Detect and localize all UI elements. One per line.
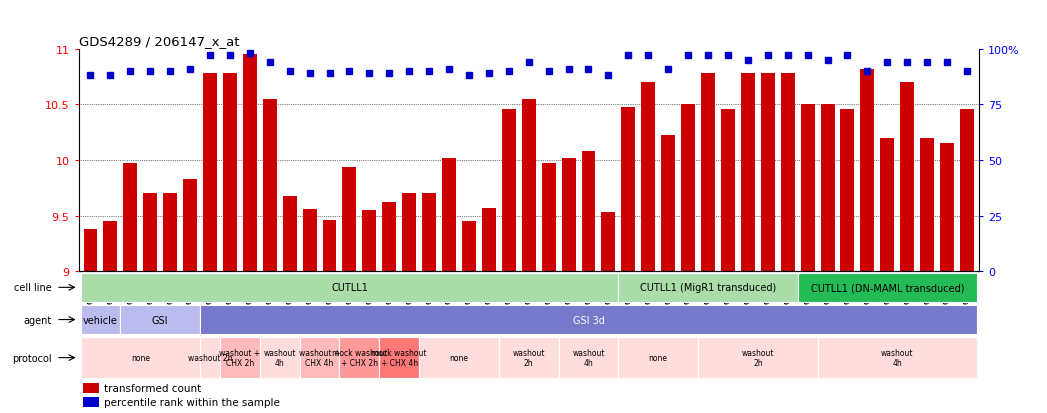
Bar	[342, 167, 356, 272]
Bar	[482, 208, 496, 272]
Text: washout +
CHX 2h: washout + CHX 2h	[219, 348, 261, 368]
Text: none: none	[131, 353, 150, 362]
Text: washout
4h: washout 4h	[264, 348, 296, 368]
Bar	[163, 194, 177, 272]
Text: CUTLL1 (MigR1 transduced): CUTLL1 (MigR1 transduced)	[640, 282, 776, 293]
Text: washout
4h: washout 4h	[881, 348, 914, 368]
Bar	[801, 105, 815, 272]
Text: GSI: GSI	[152, 315, 169, 325]
Text: CUTLL1 (DN-MAML transduced): CUTLL1 (DN-MAML transduced)	[810, 282, 964, 293]
Text: mock washout
+ CHX 2h: mock washout + CHX 2h	[332, 348, 387, 368]
Text: washout +
CHX 4h: washout + CHX 4h	[299, 348, 340, 368]
Bar	[721, 109, 735, 272]
Bar	[81, 273, 619, 302]
Bar	[761, 74, 775, 272]
Bar	[120, 305, 200, 334]
Text: protocol: protocol	[12, 353, 51, 363]
Text: mock washout
+ CHX 4h: mock washout + CHX 4h	[372, 348, 427, 368]
Text: GSI 3d: GSI 3d	[573, 315, 604, 325]
Bar	[682, 105, 695, 272]
Text: percentile rank within the sample: percentile rank within the sample	[104, 397, 280, 408]
Bar	[818, 337, 977, 378]
Bar	[662, 136, 675, 272]
Bar	[561, 158, 576, 272]
Bar	[619, 337, 698, 378]
Bar	[322, 221, 336, 272]
Bar	[260, 337, 299, 378]
Bar	[263, 100, 276, 272]
Bar	[183, 179, 197, 272]
Bar	[220, 337, 260, 378]
Bar	[382, 203, 396, 272]
Text: none: none	[449, 353, 468, 362]
Text: cell line: cell line	[14, 282, 51, 293]
Text: vehicle: vehicle	[83, 315, 118, 325]
Bar	[200, 337, 220, 378]
Bar	[741, 74, 755, 272]
Bar	[701, 74, 715, 272]
Bar	[104, 222, 117, 272]
Bar	[81, 337, 200, 378]
Bar	[781, 74, 795, 272]
Bar	[402, 194, 416, 272]
Bar	[84, 229, 97, 272]
Bar	[419, 337, 498, 378]
Bar	[200, 305, 977, 334]
Bar	[881, 138, 894, 272]
Bar	[362, 211, 376, 272]
Text: washout
4h: washout 4h	[573, 348, 605, 368]
Bar	[541, 164, 556, 272]
Bar	[698, 337, 818, 378]
Text: CUTLL1: CUTLL1	[331, 282, 367, 293]
Bar	[619, 273, 798, 302]
Bar	[841, 109, 854, 272]
Text: none: none	[649, 353, 668, 362]
Bar	[303, 209, 316, 272]
Text: washout
2h: washout 2h	[741, 348, 774, 368]
Bar	[299, 337, 339, 378]
Bar	[283, 196, 296, 272]
Bar	[581, 152, 596, 272]
Bar	[81, 305, 120, 334]
Text: washout
2h: washout 2h	[512, 348, 545, 368]
Bar	[920, 138, 934, 272]
Bar	[422, 194, 437, 272]
Bar	[83, 397, 99, 407]
Bar	[559, 337, 619, 378]
Bar	[502, 109, 516, 272]
Text: agent: agent	[23, 315, 51, 325]
Bar	[940, 144, 954, 272]
Bar	[124, 164, 137, 272]
Bar	[861, 69, 874, 272]
Bar	[83, 382, 99, 393]
Bar	[203, 74, 217, 272]
Bar	[498, 337, 559, 378]
Bar	[521, 100, 536, 272]
Bar	[900, 83, 914, 272]
Bar	[601, 213, 616, 272]
Bar	[462, 222, 476, 272]
Bar	[143, 194, 157, 272]
Bar	[379, 337, 419, 378]
Bar	[243, 55, 257, 272]
Text: washout 2h: washout 2h	[187, 353, 232, 362]
Bar	[442, 158, 456, 272]
Bar	[621, 107, 636, 272]
Bar	[798, 273, 977, 302]
Text: GDS4289 / 206147_x_at: GDS4289 / 206147_x_at	[79, 36, 239, 48]
Bar	[339, 337, 379, 378]
Text: transformed count: transformed count	[104, 383, 201, 393]
Bar	[223, 74, 237, 272]
Bar	[821, 105, 834, 272]
Bar	[641, 83, 655, 272]
Bar	[960, 109, 974, 272]
